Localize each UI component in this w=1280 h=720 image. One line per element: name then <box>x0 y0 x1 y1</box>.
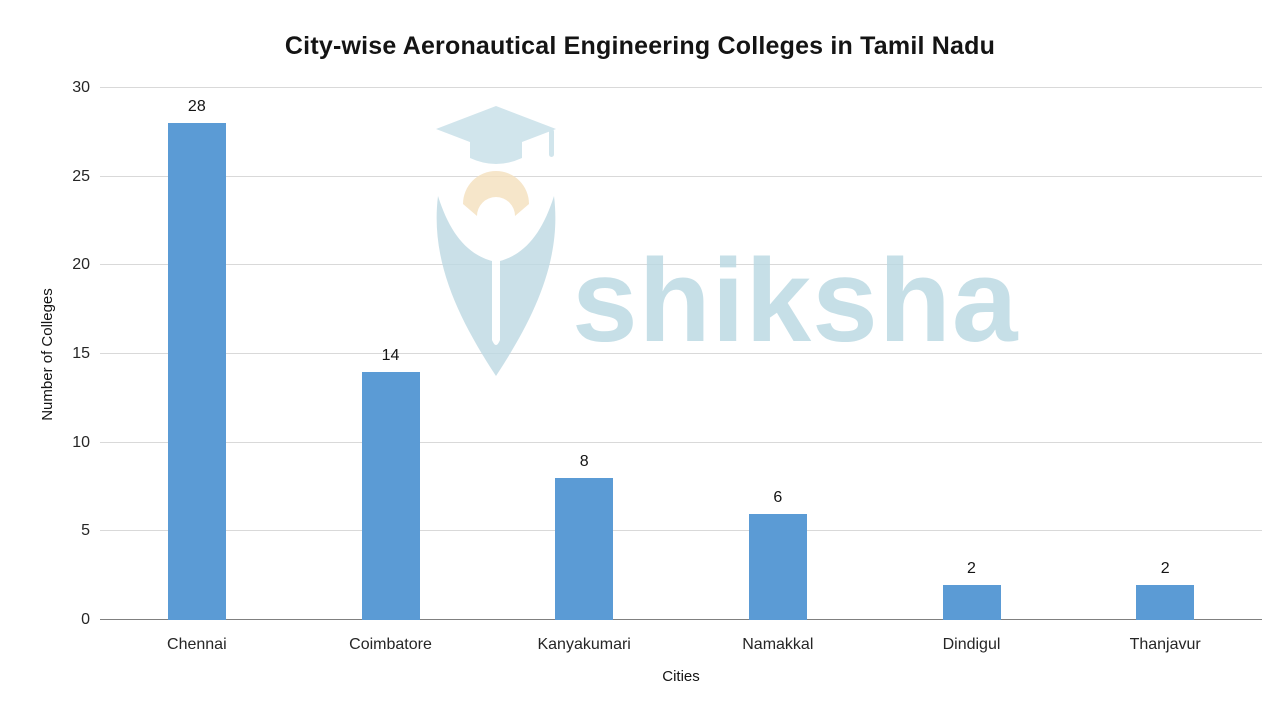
bar-dindigul <box>942 584 1001 620</box>
x-axis-title: Cities <box>662 668 700 685</box>
x-tick-label-chennai: Chennai <box>167 636 227 653</box>
y-tick-label: 5 <box>81 522 90 540</box>
bar-value-label: 28 <box>187 98 206 116</box>
chart-title: City-wise Aeronautical Engineering Colle… <box>284 32 996 60</box>
bar-value-label: 2 <box>1160 559 1170 577</box>
y-tick-label: 25 <box>72 167 90 185</box>
x-tick-label-kanyakumari: Kanyakumari <box>537 636 631 653</box>
y-tick-label: 10 <box>72 433 90 451</box>
x-tick-label-thanjavur: Thanjavur <box>1129 636 1201 653</box>
gridline <box>100 87 1262 88</box>
gridline <box>100 264 1262 266</box>
plot-area: 28 14 8 6 2 2 <box>100 87 1262 620</box>
x-tick-label-dindigul: Dindigul <box>942 636 1001 653</box>
bar-value-label: 14 <box>381 346 400 364</box>
bar-chennai <box>167 123 226 620</box>
x-axis-line <box>100 619 1262 620</box>
x-axis-tick-labels: Chennai Coimbatore Kanyakumari Namakkal Dind… <box>100 636 1262 660</box>
bar-value-label: 6 <box>773 488 783 506</box>
bar-value-label: 8 <box>579 453 589 471</box>
y-tick-label: 0 <box>81 611 90 628</box>
x-tick-label-namakkal: Namakkal <box>742 636 814 653</box>
y-tick-label: 20 <box>72 256 90 274</box>
y-tick-label: 15 <box>72 345 90 362</box>
gridline <box>100 353 1262 354</box>
bar-thanjavur <box>1136 584 1195 620</box>
gridline <box>100 530 1262 532</box>
y-tick-label: 30 <box>72 79 90 96</box>
bar-value-label: 2 <box>967 559 976 577</box>
gridlines <box>100 87 1262 620</box>
bar-coimbatore <box>361 371 420 620</box>
gridline <box>100 441 1262 443</box>
gridline <box>100 175 1262 177</box>
bar-namakkal <box>748 513 807 620</box>
y-axis-tick-labels: 0 5 10 15 20 25 30 <box>0 79 90 628</box>
x-tick-label-coimbatore: Coimbatore <box>349 636 432 653</box>
bars-layer: 28 14 8 6 2 2 <box>100 88 1262 620</box>
bar-kanyakumari <box>555 478 614 620</box>
